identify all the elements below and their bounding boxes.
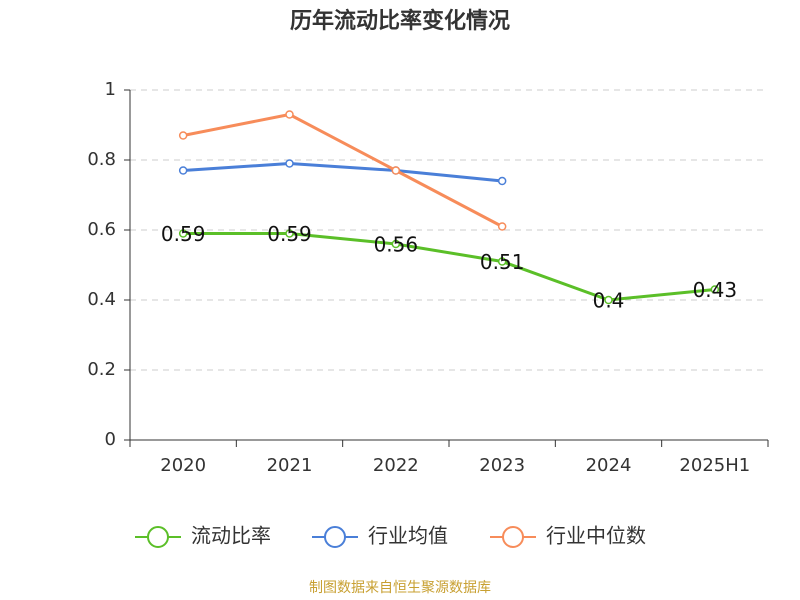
point-marker <box>178 166 188 175</box>
y-tick-label: 0.8 <box>87 149 116 170</box>
data-label: 0.43 <box>693 278 738 302</box>
y-tick-label: 0.6 <box>87 219 116 240</box>
point-marker <box>604 295 613 305</box>
series-line <box>182 112 503 228</box>
y-tick-label: 0.2 <box>87 359 116 380</box>
legend-marker <box>147 526 169 548</box>
x-tick-label: 2025H1 <box>679 455 750 476</box>
point-marker <box>391 239 401 249</box>
x-tick-label: 2022 <box>373 455 419 476</box>
series-line <box>183 161 503 183</box>
point-marker <box>391 166 401 175</box>
point-marker <box>497 257 507 266</box>
point-marker <box>497 176 507 186</box>
legend-marker <box>324 526 346 548</box>
point-marker <box>285 229 294 238</box>
legend-label: 行业均值 <box>368 524 448 548</box>
x-tick-label: 2023 <box>479 455 525 476</box>
point-marker <box>710 285 720 294</box>
y-tick-label: 1 <box>105 79 116 100</box>
point-marker <box>178 131 188 140</box>
data-label: 0.56 <box>374 233 419 257</box>
point-marker <box>285 159 294 168</box>
legend-marker <box>502 526 524 548</box>
y-tick-label: 0 <box>105 429 116 450</box>
x-tick-label: 2020 <box>160 455 206 476</box>
source-note: 制图数据来自恒生聚源数据库 <box>309 580 491 596</box>
y-tick-label: 0.4 <box>87 289 116 310</box>
point-marker <box>497 222 507 231</box>
data-label: 0.59 <box>161 222 206 246</box>
point-marker <box>285 110 294 119</box>
chart-title: 历年流动比率变化情况 <box>290 8 510 34</box>
legend-label: 行业中位数 <box>546 524 646 548</box>
data-label: 0.4 <box>593 289 625 313</box>
data-label: 0.59 <box>267 222 312 246</box>
data-label: 0.51 <box>480 250 525 274</box>
x-tick-label: 2021 <box>267 455 313 476</box>
x-tick-label: 2024 <box>586 455 632 476</box>
legend-label: 流动比率 <box>191 524 271 548</box>
series-line <box>183 232 715 302</box>
point-marker <box>178 229 188 238</box>
